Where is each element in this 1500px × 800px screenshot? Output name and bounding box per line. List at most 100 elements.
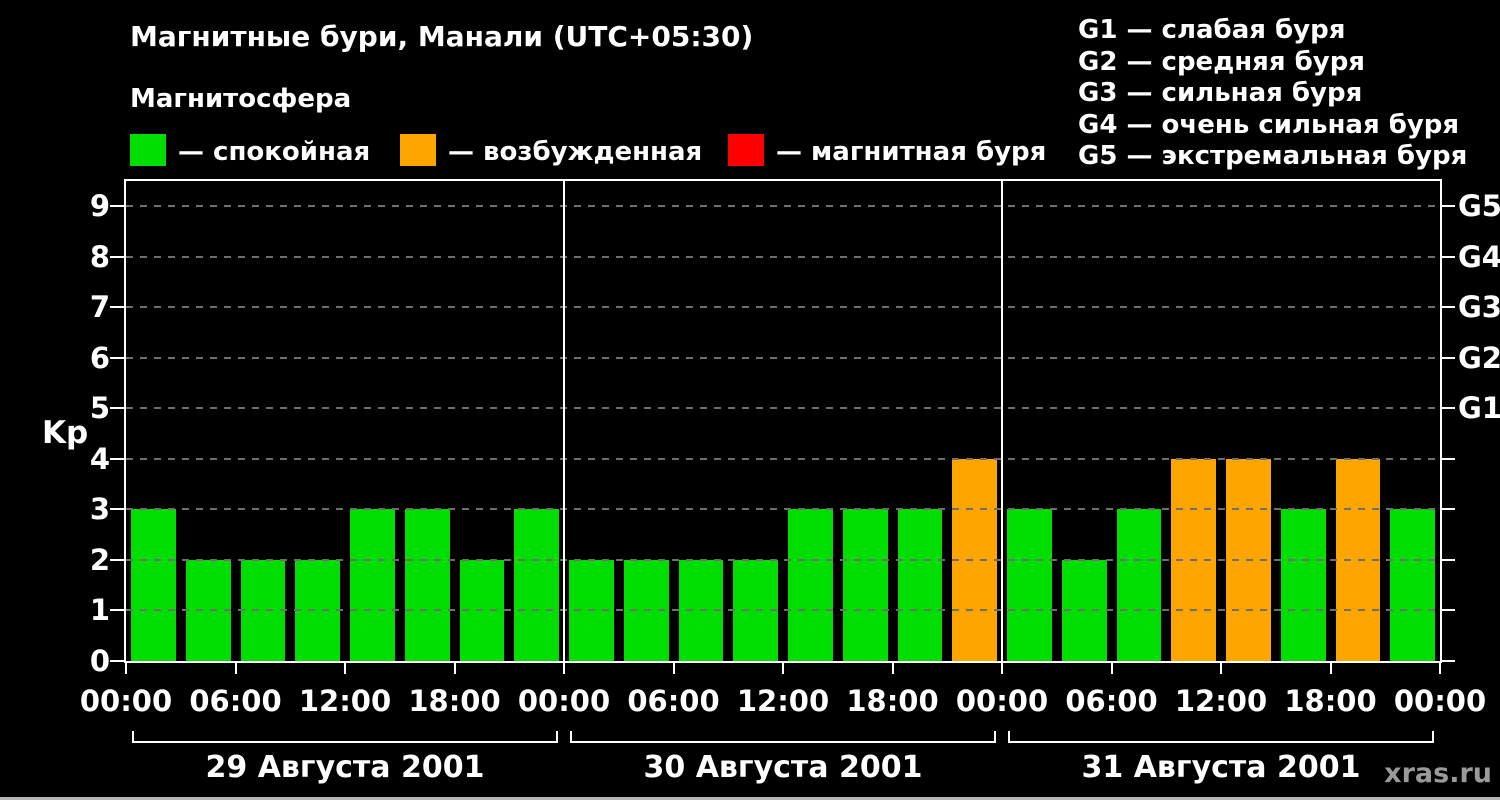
y-axis-tick-left (110, 407, 124, 410)
day-label: 31 Августа 2001 (1081, 750, 1361, 785)
x-axis-tick (1439, 663, 1441, 674)
day-bracket (570, 731, 996, 743)
x-axis-tick (453, 663, 456, 674)
gridline (126, 205, 1440, 208)
g-scale-label: G4 (1458, 239, 1500, 274)
y-axis-tick-left (110, 609, 124, 612)
y-axis-label: 3 (89, 492, 110, 527)
legend-item-label: — возбужденная (448, 137, 703, 167)
kp-bar (788, 509, 833, 661)
day-label: 29 Августа 2001 (205, 750, 485, 785)
kp-bar (1116, 509, 1162, 661)
y-axis-label: 5 (89, 391, 110, 426)
kp-bar (842, 509, 888, 661)
y-axis-tick-right (1441, 356, 1455, 359)
y-axis-tick-right (1441, 306, 1455, 309)
y-axis-tick-left (110, 457, 124, 460)
kp-bar (1280, 509, 1326, 661)
gridline (126, 255, 1440, 258)
y-axis-tick-right (1441, 205, 1455, 208)
y-axis-label: 6 (89, 340, 110, 375)
y-axis-tick-left (110, 508, 124, 511)
kp-bar (404, 509, 450, 661)
y-axis-label: 1 (89, 593, 110, 628)
g-scale-label: G1 (1458, 391, 1500, 426)
storm-scale-item: G4 — очень сильная буря (1078, 109, 1460, 140)
x-axis-label: 12:00 (736, 684, 830, 718)
day-bracket (132, 731, 558, 743)
x-axis-label: 18:00 (1284, 684, 1377, 718)
kp-bar (131, 509, 176, 661)
x-axis-tick (563, 663, 565, 674)
day-bracket (1008, 731, 1434, 743)
g-scale-label: G3 (1458, 290, 1500, 325)
x-axis-label: 12:00 (298, 684, 392, 718)
x-axis-label: 00:00 (79, 684, 173, 718)
bottom-border (0, 797, 1500, 800)
y-axis-label: 4 (89, 441, 110, 476)
y-axis-label: 0 (89, 644, 110, 678)
storm-scale-item: G5 — экстремальная буря (1078, 141, 1468, 171)
g-scale-label: G5 (1458, 189, 1500, 224)
kp-bar (1390, 509, 1435, 661)
y-axis-tick-left (110, 660, 124, 662)
y-axis-tick-right (1441, 508, 1455, 511)
y-axis-tick-left (110, 255, 124, 258)
y-axis-tick-left (110, 306, 124, 309)
chart-title: Магнитные бури, Манали (UTC+05:30) (130, 20, 754, 53)
plot-area (124, 179, 1442, 663)
x-axis-label: 06:00 (189, 684, 282, 718)
day-boundary-line (1001, 181, 1003, 661)
legend-heading: Магнитосфера (130, 84, 352, 114)
gridline (126, 558, 1440, 561)
kp-bar (514, 509, 559, 661)
x-axis-label: 00:00 (1393, 684, 1487, 718)
gridline (126, 457, 1440, 460)
y-axis-label: 7 (89, 290, 110, 325)
y-axis-title: Kp (42, 415, 89, 451)
x-axis-tick (344, 663, 346, 674)
legend-item-label: — спокойная (178, 137, 371, 167)
x-axis-tick (1001, 663, 1003, 674)
x-axis-tick (234, 663, 237, 674)
x-axis-tick (1329, 663, 1332, 674)
y-axis-tick-left (110, 558, 124, 561)
x-axis-label: 00:00 (517, 684, 611, 718)
y-axis-tick-right (1441, 660, 1455, 662)
y-axis-tick-right (1441, 609, 1455, 612)
gridline (126, 356, 1440, 359)
storm-scale-item: G2 — средняя буря (1078, 46, 1366, 77)
day-boundary-line (563, 181, 565, 661)
x-axis-tick (1110, 663, 1113, 674)
x-axis-label: 06:00 (1065, 684, 1158, 718)
x-axis-label: 00:00 (955, 684, 1049, 718)
kp-bar (350, 509, 395, 661)
legend-swatch-2 (400, 134, 436, 166)
x-axis-tick (672, 663, 675, 674)
x-axis-tick (782, 663, 784, 674)
y-axis-label: 9 (89, 189, 110, 224)
y-axis-tick-right (1441, 407, 1455, 410)
storm-scale-item: G3 — сильная буря (1078, 78, 1363, 108)
y-axis-tick-left (110, 356, 124, 359)
kp-bar (1007, 509, 1052, 661)
x-axis-label: 18:00 (846, 684, 939, 718)
y-axis-tick-right (1441, 558, 1455, 561)
gridline (126, 407, 1440, 410)
y-axis-tick-right (1441, 255, 1455, 258)
x-axis-tick (1220, 663, 1222, 674)
watermark: xras.ru (1384, 758, 1492, 789)
x-axis-label: 06:00 (627, 684, 720, 718)
storm-scale-item: G1 — слабая буря (1078, 15, 1346, 45)
x-axis-label: 12:00 (1174, 684, 1268, 718)
legend-swatch-1 (130, 134, 166, 166)
gridline (126, 508, 1440, 511)
y-axis-tick-left (110, 205, 124, 208)
x-axis-tick (891, 663, 894, 674)
legend-swatch-3 (728, 134, 764, 166)
day-label: 30 Августа 2001 (643, 750, 923, 785)
gridline (126, 306, 1440, 309)
y-axis-tick-right (1441, 457, 1455, 460)
g-scale-label: G2 (1458, 340, 1500, 375)
